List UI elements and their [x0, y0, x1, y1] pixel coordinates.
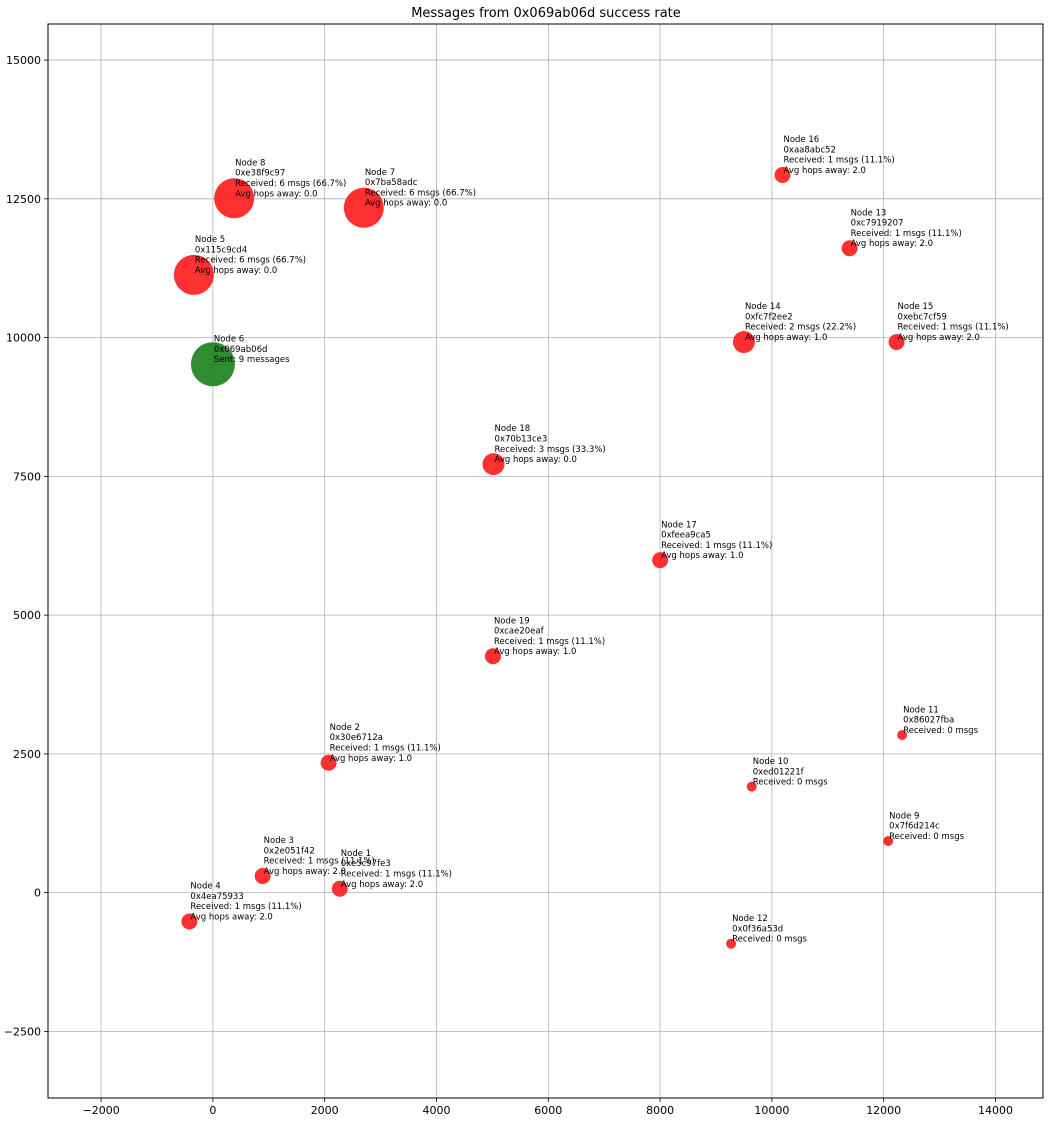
- point-annotation: Node 4 0x4ea75933 Received: 1 msgs (11.1%)…: [190, 882, 301, 923]
- x-tick-label: 12000: [866, 1104, 901, 1117]
- x-tick-label: 6000: [534, 1104, 562, 1117]
- x-tick-label: −2000: [82, 1104, 119, 1117]
- scatter-point: [484, 648, 501, 665]
- scatter-point: [214, 178, 255, 219]
- point-annotation: Node 3 0x2e051f42 Received: 1 msgs (11.1%)…: [264, 836, 375, 877]
- point-annotation: Node 2 0x30e6712a Received: 1 msgs (11.1%)…: [330, 723, 441, 764]
- x-tick-label: 14000: [978, 1104, 1013, 1117]
- scatter-point: [254, 867, 271, 884]
- scatter-point: [726, 938, 737, 949]
- scatter-point: [732, 331, 755, 354]
- x-tick-label: 4000: [422, 1104, 450, 1117]
- point-annotation: Node 5 0x115c9cd4 Received: 6 msgs (66.7%)…: [195, 235, 306, 276]
- y-tick-label: −2500: [4, 1025, 41, 1038]
- scatter-point: [343, 187, 384, 228]
- point-annotation: Node 14 0xfc7f2ee2 Received: 2 msgs (22.2%…: [745, 302, 856, 343]
- scatter-point: [173, 254, 214, 295]
- point-annotation: Node 15 0xebc7cf59 Received: 1 msgs (11.1%…: [898, 302, 1009, 343]
- point-annotation: Node 17 0xfeea9ca5 Received: 1 msgs (11.1%…: [661, 520, 772, 561]
- grid: [48, 24, 1043, 1098]
- point-annotation: Node 6 0x069ab06d Sent: 9 messages: [214, 335, 290, 366]
- y-tick-label: 5000: [13, 609, 41, 622]
- point-annotation: Node 12 0x0f36a53d Received: 0 msgs: [732, 914, 807, 945]
- y-tick-label: 12500: [6, 193, 41, 206]
- scatter-point: [652, 552, 669, 569]
- x-tick-label: 2000: [311, 1104, 339, 1117]
- x-tick-label: 0: [209, 1104, 216, 1117]
- point-annotation: Node 13 0xc7919207 Received: 1 msgs (11.1%…: [851, 208, 962, 249]
- point-annotation: Node 8 0xe38f9c97 Received: 6 msgs (66.7%)…: [235, 158, 346, 199]
- x-tick-label: 10000: [754, 1104, 789, 1117]
- y-tick-label: 2500: [13, 748, 41, 761]
- scatter-point: [482, 453, 505, 476]
- scatter-point: [320, 754, 337, 771]
- point-annotation: Node 7 0x7ba58adc Received: 6 msgs (66.7%)…: [365, 168, 476, 209]
- scatter-point: [181, 913, 198, 930]
- y-axis: −2500 0 2500 5000 7500 10000 12500 15000: [4, 54, 48, 1038]
- point-annotation: Node 10 0xed01221f Received: 0 msgs: [753, 757, 828, 788]
- scatter-point: [897, 730, 908, 741]
- scatter-point: [774, 166, 791, 183]
- plot-frame: [47, 23, 1044, 1099]
- y-tick-label: 10000: [6, 332, 41, 345]
- y-tick-label: 15000: [6, 54, 41, 67]
- x-tick-label: 8000: [646, 1104, 674, 1117]
- points: [173, 166, 908, 949]
- scatter-point: [883, 836, 894, 847]
- point-annotation: Node 9 0x7f6d214c Received: 0 msgs: [889, 811, 964, 842]
- point-annotation: Node 16 0xaa8abc52 Received: 1 msgs (11.1%…: [784, 135, 895, 176]
- scatter-point: [331, 880, 348, 897]
- chart-title: Messages from 0x069ab06d success rate: [411, 6, 681, 21]
- scatter-point: [841, 240, 858, 257]
- point-labels: Node 6 0x069ab06d Sent: 9 messages Node 1 0x…: [190, 135, 1008, 945]
- point-annotation: Node 1 0xe5c97fe3 Received: 1 msgs (11.1%)…: [341, 849, 452, 890]
- x-axis: −2000 0 2000 4000 6000 8000 10000 12000 14000: [82, 1098, 1013, 1117]
- point-annotation: Node 19 0xcae20eaf Received: 1 msgs (11.1%…: [494, 616, 605, 657]
- point-annotation: Node 11 0x86027fba Received: 0 msgs: [903, 705, 978, 736]
- y-tick-label: 7500: [13, 470, 41, 483]
- scatter-point: [190, 342, 235, 387]
- y-tick-label: 0: [34, 887, 41, 900]
- scatter-point: [888, 334, 905, 351]
- scatter-point: [746, 781, 757, 792]
- point-annotation: Node 18 0x70b13ce3 Received: 3 msgs (33.3%…: [495, 424, 606, 465]
